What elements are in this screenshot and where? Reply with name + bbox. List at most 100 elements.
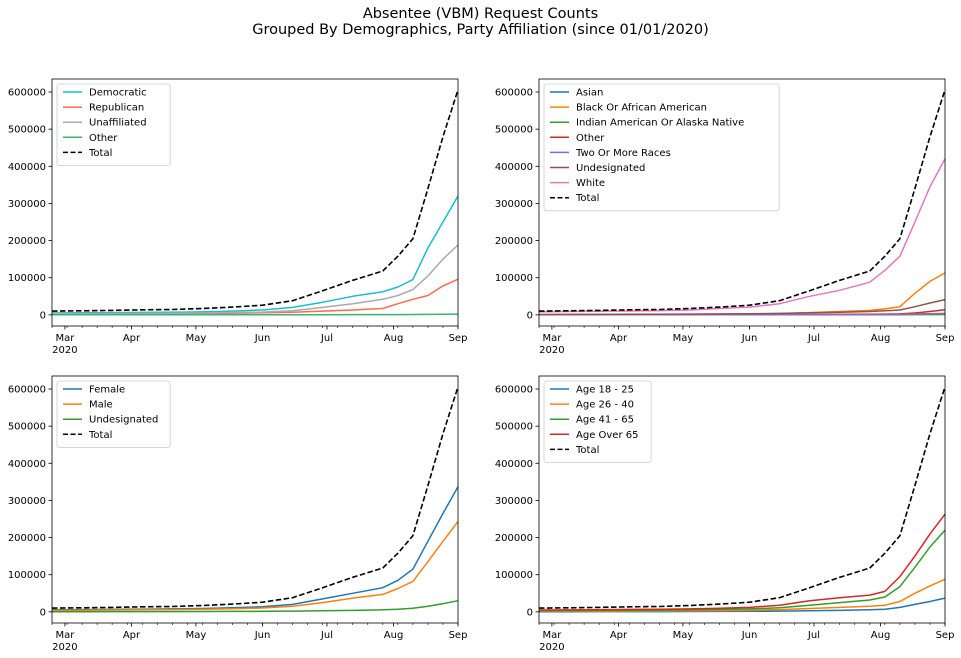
x-tick-label: Apr bbox=[610, 630, 628, 641]
series-line-total bbox=[538, 89, 946, 312]
series-line-republican bbox=[51, 278, 459, 315]
y-tick-label: 600000 bbox=[8, 88, 46, 99]
series-line-male bbox=[51, 521, 459, 612]
axes-frame bbox=[51, 375, 459, 624]
x-tick-label: Mar bbox=[542, 630, 562, 641]
x-tick-label: Jun bbox=[254, 333, 271, 344]
series-line-age-26-40 bbox=[538, 578, 946, 613]
y-tick-label: 0 bbox=[527, 310, 533, 321]
x-tick-label: Aug bbox=[384, 333, 404, 344]
legend-label: Two Or More Races bbox=[575, 148, 671, 159]
y-tick-label: 600000 bbox=[8, 385, 46, 396]
y-tick-label: 100000 bbox=[8, 273, 46, 284]
legend-label: Other bbox=[89, 133, 118, 144]
legend-label: Unaffiliated bbox=[89, 118, 147, 129]
legend-label: Total bbox=[88, 148, 112, 159]
y-tick-label: 100000 bbox=[8, 570, 46, 581]
y-tick-label: 400000 bbox=[8, 162, 46, 173]
x-tick-label: Sep bbox=[449, 630, 468, 641]
x-tick-label: May bbox=[186, 333, 207, 344]
x-tick-label: May bbox=[673, 333, 694, 344]
x-tick-label: Apr bbox=[123, 630, 141, 641]
y-tick-label: 100000 bbox=[495, 570, 533, 581]
series-line-other bbox=[52, 313, 459, 316]
series-line-black-or-african-american bbox=[538, 272, 946, 316]
series-line-undesignated bbox=[538, 298, 946, 316]
legend: Age 18 - 25 Age 26 - 40 Age 41 - 65 Age Ove… bbox=[543, 380, 652, 463]
legend-label: Male bbox=[89, 400, 113, 411]
legend-label: Undesignated bbox=[576, 163, 645, 174]
x-tick-label: Sep bbox=[936, 333, 955, 344]
x-tick-label: May bbox=[186, 630, 207, 641]
legend-label: Age 26 - 40 bbox=[576, 400, 634, 411]
figure-subtitle: Grouped By Demographics, Party Affiliati… bbox=[252, 22, 709, 38]
series-line-undesignated bbox=[52, 599, 459, 613]
y-tick-label: 200000 bbox=[495, 533, 533, 544]
legend-label: Asian bbox=[576, 88, 603, 99]
y-tick-label: 500000 bbox=[495, 422, 533, 433]
x-tick-label: Mar bbox=[542, 333, 562, 344]
x-tick-label: May bbox=[673, 630, 694, 641]
legend-label: White bbox=[576, 178, 605, 189]
legend-label: Total bbox=[88, 430, 112, 441]
y-tick-label: 300000 bbox=[495, 199, 533, 210]
legend-label: Undesignated bbox=[89, 415, 158, 426]
y-tick-label: 300000 bbox=[495, 496, 533, 507]
x-tick-label: Aug bbox=[384, 630, 404, 641]
y-tick-label: 200000 bbox=[8, 533, 46, 544]
legend: Asian Black Or African American Indian Ame… bbox=[543, 83, 780, 212]
x-tick-year-label: 2020 bbox=[539, 345, 564, 356]
axes-frame bbox=[51, 78, 459, 327]
legend-label: Age 41 - 65 bbox=[576, 415, 634, 426]
y-tick-label: 200000 bbox=[8, 236, 46, 247]
series-line-age-41-65 bbox=[538, 529, 946, 612]
axes-frame bbox=[538, 375, 946, 624]
legend-label: Female bbox=[89, 385, 125, 396]
series-line-white bbox=[538, 158, 946, 313]
x-tick-year-label: 2020 bbox=[52, 642, 77, 653]
x-tick-label: Mar bbox=[55, 630, 75, 641]
y-tick-label: 0 bbox=[40, 607, 46, 618]
chart-panel-2: 0 100000 200000 300000 400000 500000 600000 Mar… bbox=[495, 78, 955, 356]
legend-box bbox=[543, 83, 780, 212]
legend-label: Other bbox=[576, 133, 605, 144]
y-tick-label: 500000 bbox=[495, 125, 533, 136]
x-tick-label: Apr bbox=[123, 333, 141, 344]
legend-label: Total bbox=[575, 445, 599, 456]
y-tick-label: 300000 bbox=[8, 199, 46, 210]
y-tick-label: 500000 bbox=[8, 125, 46, 136]
series-line-age-over-65 bbox=[538, 513, 946, 611]
x-tick-label: Sep bbox=[936, 630, 955, 641]
y-tick-label: 0 bbox=[527, 607, 533, 618]
legend-label: Black Or African American bbox=[576, 103, 707, 114]
x-tick-label: Jul bbox=[807, 630, 820, 641]
x-tick-label: Jul bbox=[320, 630, 333, 641]
x-tick-label: Jun bbox=[254, 630, 271, 641]
series-line-total bbox=[51, 89, 459, 312]
x-tick-label: Jul bbox=[320, 333, 333, 344]
x-tick-label: Aug bbox=[871, 333, 891, 344]
series-line-democratic bbox=[51, 195, 459, 314]
legend-box bbox=[56, 83, 171, 166]
x-tick-label: Jun bbox=[741, 333, 758, 344]
series-line-total bbox=[538, 386, 946, 609]
legend-label: Indian American Or Alaska Native bbox=[576, 118, 744, 129]
series-line-total bbox=[51, 386, 459, 609]
legend-label: Age 18 - 25 bbox=[576, 385, 634, 396]
y-tick-label: 400000 bbox=[495, 162, 533, 173]
chart-panel-4: 0 100000 200000 300000 400000 500000 600000 Mar… bbox=[495, 375, 955, 653]
axes-frame bbox=[538, 78, 946, 327]
legend-box bbox=[543, 380, 652, 463]
x-tick-label: Apr bbox=[610, 333, 628, 344]
x-tick-label: Sep bbox=[449, 333, 468, 344]
series-line-female bbox=[51, 486, 459, 611]
y-tick-label: 600000 bbox=[495, 385, 533, 396]
legend-label: Republican bbox=[89, 103, 144, 114]
legend-label: Total bbox=[575, 193, 599, 204]
y-tick-label: 600000 bbox=[495, 88, 533, 99]
x-tick-label: Jul bbox=[807, 333, 820, 344]
chart-panel-3: 0 100000 200000 300000 400000 500000 600000 Mar… bbox=[8, 375, 468, 653]
legend-label: Democratic bbox=[89, 88, 147, 99]
legend: Female Male Undesignated Total bbox=[56, 380, 171, 448]
